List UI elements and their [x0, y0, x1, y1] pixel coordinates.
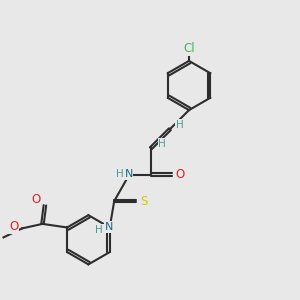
Text: N: N	[124, 169, 133, 179]
Text: H: H	[95, 225, 103, 235]
Text: H: H	[176, 120, 183, 130]
Text: O: O	[175, 168, 184, 181]
Text: N: N	[105, 222, 113, 232]
Text: O: O	[9, 220, 18, 233]
Text: H: H	[116, 169, 124, 179]
Text: S: S	[140, 195, 148, 208]
Text: H: H	[158, 139, 166, 149]
Text: O: O	[31, 193, 40, 206]
Text: Cl: Cl	[183, 42, 195, 56]
